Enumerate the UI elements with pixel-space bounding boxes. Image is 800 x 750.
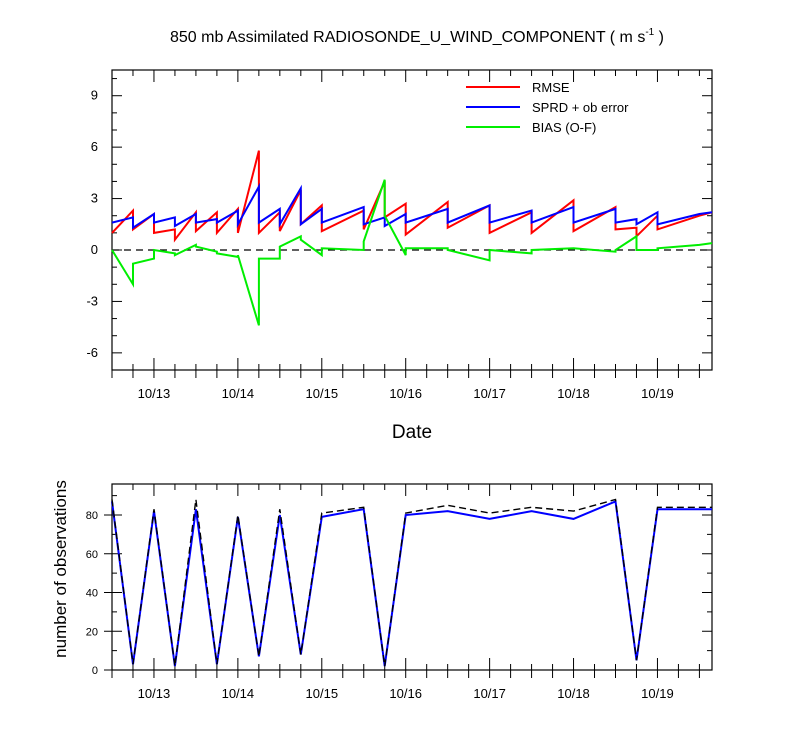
top-plot-group: 10/13 10/14 10/15 10/16 10/17 10/18 10/19 -6 -3 0… [86,27,713,443]
top-xtick-label: 10/17 [473,386,506,401]
top-series-bias-o-f- [111,179,713,326]
bottom-ytick-label: 0 [92,665,98,677]
top-legend-label: RMSE [532,80,570,95]
top-legend-label: SPRD + ob error [532,100,629,115]
bottom-xtick-label: 10/15 [306,686,339,701]
bottom-series-used [111,499,712,667]
bottom-ytick-label: 80 [86,510,98,522]
top-ytick-label: 3 [91,191,98,206]
top-ytick-label: -6 [86,345,98,360]
bottom-xtick-label: 10/16 [389,686,422,701]
bottom-plot-group: 10/13 10/14 10/15 10/16 10/17 10/18 10/19 0 20 40… [51,480,713,701]
bottom-xtick-label: 10/13 [138,686,171,701]
top-ytick-label: -3 [86,293,98,308]
bottom-plot-frame [111,483,713,671]
bottom-xtick-label: 10/19 [641,686,674,701]
top-legend-label: BIAS (O-F) [532,120,596,135]
top-series-rmse [111,150,713,243]
top-ytick-label: 0 [91,242,98,257]
bottom-ytick-label: 60 [86,549,98,561]
top-xtick-label: 10/19 [641,386,674,401]
top-ytick-label: 9 [91,88,98,103]
bottom-xtick-label: 10/14 [222,686,255,701]
top-plot-frame [111,69,713,371]
bottom-ytick-label: 40 [86,588,98,600]
bottom-yaxis-label: number of observations [51,480,70,658]
top-xtick-label: 10/14 [222,386,255,401]
bottom-xtick-label: 10/18 [557,686,590,701]
chart-title: 850 mb Assimilated RADIOSONDE_U_WIND_COM… [170,27,664,46]
top-xtick-label: 10/13 [138,386,171,401]
top-xaxis-label: Date [392,422,432,443]
top-series-sprd-ob-error [111,182,713,230]
top-xtick-label: 10/16 [389,386,422,401]
top-ytick-label: 6 [91,139,98,154]
bottom-ytick-label: 20 [86,626,98,638]
bottom-series-possible [111,498,712,667]
top-xtick-label: 10/15 [306,386,339,401]
top-xtick-label: 10/18 [557,386,590,401]
bottom-xtick-label: 10/17 [473,686,506,701]
